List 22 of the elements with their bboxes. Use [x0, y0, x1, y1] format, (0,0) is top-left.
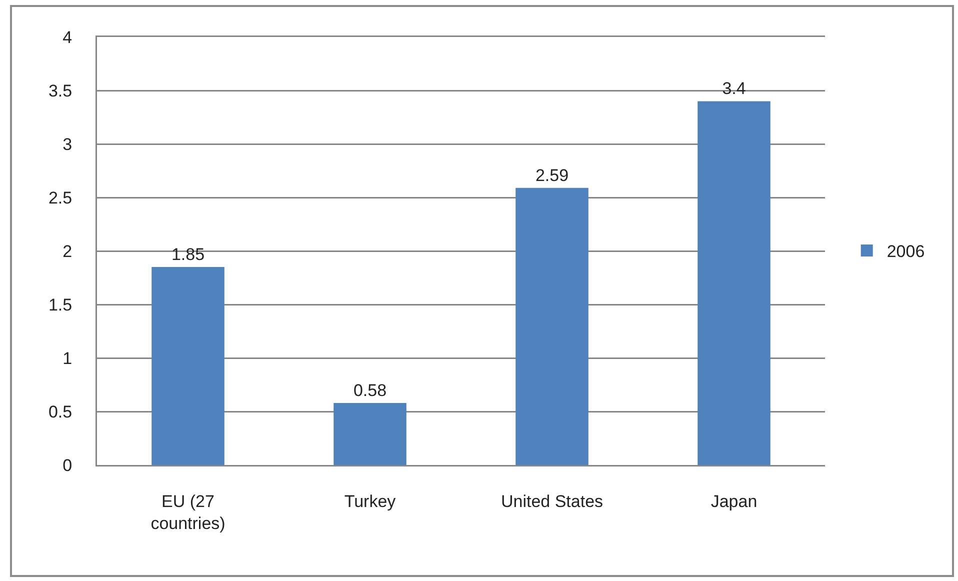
bar	[334, 402, 406, 465]
data-label: 0.58	[353, 380, 387, 400]
bar	[698, 101, 770, 465]
y-tick-label: 4	[62, 28, 72, 47]
y-tick-label: 1	[62, 348, 72, 368]
bar	[516, 188, 588, 465]
x-tick-label: United States	[500, 492, 604, 511]
x-tick-label: Japan	[710, 492, 758, 511]
y-tick-label: 2.5	[48, 188, 72, 208]
data-label: 3.4	[722, 79, 746, 98]
data-label: 2.59	[535, 166, 569, 185]
y-tick-label: 3.5	[48, 81, 72, 100]
x-tick-label: EU (27 countries)	[150, 492, 226, 533]
legend-label: 2006	[886, 242, 925, 262]
y-tick-label: 2	[62, 242, 72, 261]
y-tick-label: 0.5	[48, 402, 72, 422]
y-tick-label: 0	[62, 456, 72, 475]
y-tick-label: 3	[62, 134, 72, 154]
x-tick-label: Turkey	[344, 492, 396, 511]
bar	[152, 267, 224, 465]
data-label: 1.85	[171, 245, 205, 264]
y-tick-label: 1.5	[48, 295, 72, 314]
